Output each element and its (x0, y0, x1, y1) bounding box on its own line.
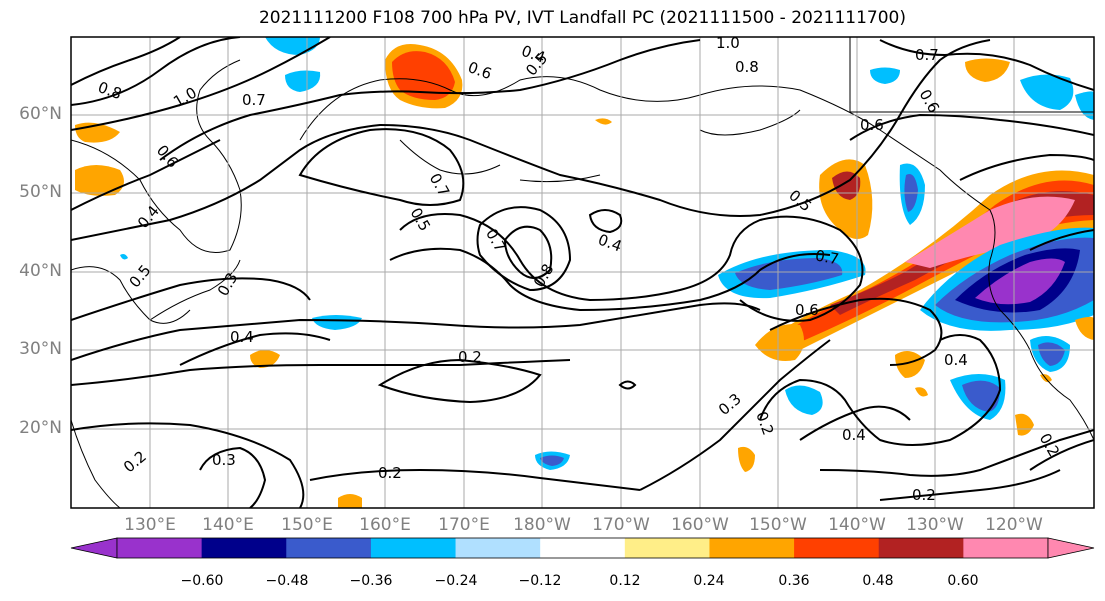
coastlines (71, 59, 1094, 508)
lon-label: 180°W (513, 515, 571, 535)
lon-label: 140°W (828, 515, 886, 535)
lon-label: 150°W (749, 515, 807, 535)
lat-label: 40°N (19, 261, 62, 281)
colorbar-tick: 0.48 (862, 573, 894, 589)
landfall-box (849, 37, 1094, 113)
lon-label: 120°W (985, 515, 1043, 535)
colorbar-bin (117, 538, 203, 558)
contour-label: 0.7 (915, 46, 939, 64)
colorbar-bin (540, 538, 626, 558)
colorbar-bin (878, 538, 964, 558)
contour-label: 0.4 (230, 328, 254, 346)
lon-label: 160°E (359, 515, 411, 535)
lon-label: 160°W (671, 515, 729, 535)
lon-label: 150°E (281, 515, 333, 535)
lon-label: 170°W (592, 515, 650, 535)
contour-label: 0.6 (795, 301, 819, 319)
map-frame (70, 36, 1095, 509)
lon-label: 170°E (438, 515, 490, 535)
pv-contours (71, 37, 1094, 508)
lon-label: 140°E (202, 515, 254, 535)
colorbar-bin (370, 538, 457, 558)
lat-label: 50°N (19, 182, 62, 202)
graticule (71, 37, 1094, 508)
colorbar-tick: −0.60 (180, 573, 224, 589)
colorbar-tick: 0.24 (693, 573, 725, 589)
contour-label: 0.2 (912, 486, 936, 504)
colorbar (70, 537, 1095, 559)
contour-label: 0.4 (944, 351, 968, 369)
colorbar-tick: −0.48 (265, 573, 309, 589)
lat-label: 60°N (19, 104, 62, 124)
lat-label: 20°N (19, 418, 62, 438)
colorbar-under-arrow (70, 537, 118, 559)
contour-label: 0.2 (458, 348, 482, 366)
colorbar-over-arrow (1047, 537, 1095, 559)
lon-label: 130°E (124, 515, 176, 535)
map-title: 2021111200 F108 700 hPa PV, IVT Landfall… (258, 8, 906, 28)
lon-label: 130°W (906, 515, 964, 535)
contour-label: 0.4 (842, 426, 866, 444)
contour-label: 0.6 (860, 116, 884, 134)
colorbar-bin (455, 538, 541, 558)
colorbar-bin (286, 538, 372, 558)
contour-label: 0.7 (814, 246, 841, 268)
colorbar-tick: 0.12 (609, 573, 641, 589)
colorbar-bin (963, 538, 1049, 558)
colorbar-tick: −0.12 (518, 573, 562, 589)
contour-label: 0.7 (242, 91, 266, 109)
colorbar-tick: 0.36 (778, 573, 810, 589)
contour-label: 0.2 (378, 464, 402, 482)
colorbar-bin (624, 538, 710, 558)
contour-label: 0.8 (735, 58, 759, 76)
ivt-shading (75, 37, 1094, 508)
colorbar-tick: 0.60 (947, 573, 979, 589)
colorbar-bin (201, 538, 287, 558)
lat-label: 30°N (19, 339, 62, 359)
colorbar-bin (709, 538, 795, 558)
contour-label: 0.3 (212, 451, 236, 469)
contour-label: 1.0 (716, 34, 740, 52)
colorbar-tick: −0.24 (434, 573, 478, 589)
colorbar-tick: −0.36 (349, 573, 393, 589)
colorbar-bin (794, 538, 880, 558)
